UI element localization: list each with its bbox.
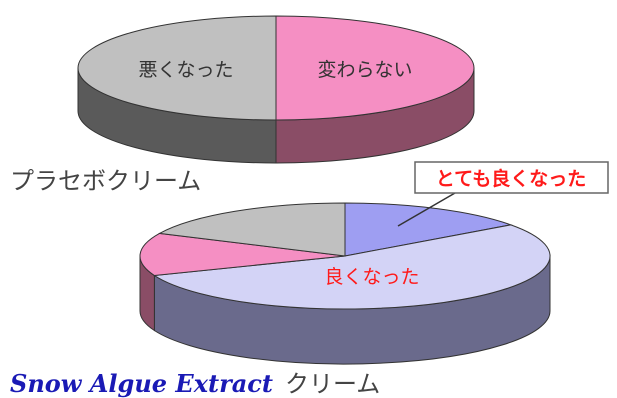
slice-label-worse: 悪くなった: [138, 59, 233, 81]
extract-slice-1: [152, 224, 551, 310]
callout-label-much-better: とても良くなった: [436, 167, 586, 190]
placebo-pie-top: [77, 15, 475, 121]
extract-pie-top: [139, 202, 551, 310]
slice-label-unchanged: 変わらない: [317, 59, 412, 81]
extract-caption-brand: Snow Algue Extract: [10, 369, 273, 398]
extract-caption: Snow Algue Extract クリーム: [10, 369, 380, 398]
extract-caption-suffix: クリーム: [285, 370, 380, 398]
slice-label-better: 良くなった: [324, 266, 419, 288]
extract-slice-3: [157, 202, 346, 257]
extract-slice-0: [344, 202, 513, 257]
extract-pie-side: [139, 255, 551, 365]
callout-leader-line: [397, 192, 456, 227]
placebo-caption: プラセボクリーム: [10, 167, 201, 195]
callout-box: [414, 161, 609, 194]
extract-slice-2: [139, 232, 346, 277]
placebo-slice-0: [275, 15, 475, 121]
placebo-slice-1: [77, 15, 277, 121]
